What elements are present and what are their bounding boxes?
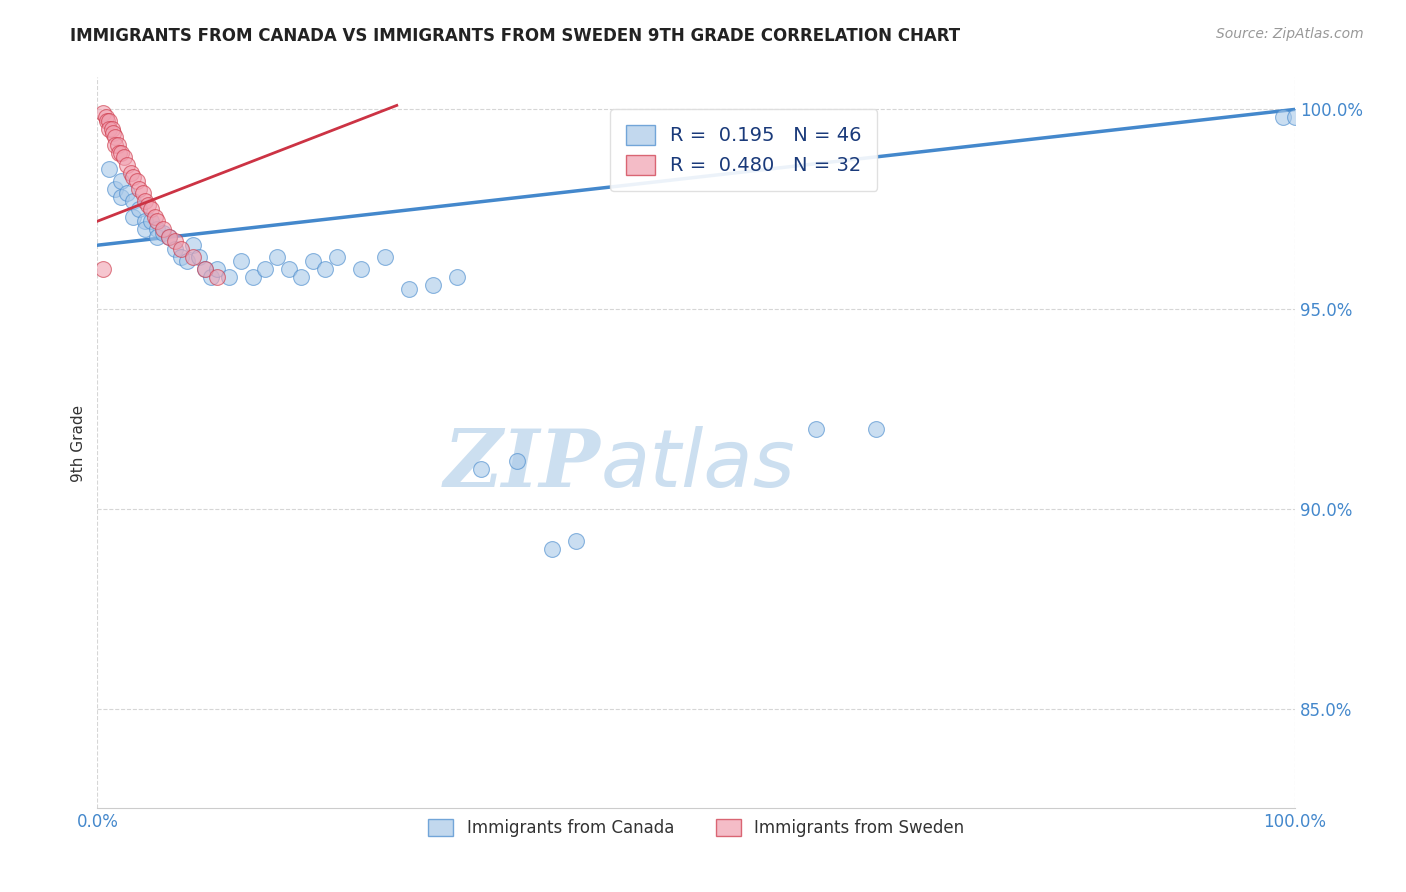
Point: [470, 462, 492, 476]
Point: [181, 238, 204, 252]
Point: [218, 270, 240, 285]
Point: [122, 194, 145, 209]
Point: [100, 122, 122, 136]
Point: [146, 214, 169, 228]
Text: IMMIGRANTS FROM CANADA VS IMMIGRANTS FROM SWEDEN 9TH GRADE CORRELATION CHART: IMMIGRANTS FROM CANADA VS IMMIGRANTS FRO…: [70, 27, 960, 45]
Point: [104, 182, 127, 196]
Point: [101, 127, 124, 141]
Point: [314, 262, 336, 277]
Point: [505, 454, 527, 468]
Point: [141, 202, 163, 217]
Point: [132, 186, 155, 201]
Text: ZIP: ZIP: [443, 426, 600, 504]
Point: [134, 214, 156, 228]
Point: [170, 250, 193, 264]
Point: [302, 254, 325, 268]
Point: [128, 182, 150, 196]
Point: [94, 111, 117, 125]
Point: [125, 174, 148, 188]
Point: [146, 222, 169, 236]
Point: [350, 262, 373, 277]
Point: [120, 166, 142, 180]
Point: [446, 270, 468, 285]
Point: [91, 106, 114, 120]
Point: [141, 214, 163, 228]
Point: [194, 262, 217, 277]
Point: [157, 230, 180, 244]
Point: [98, 114, 121, 128]
Point: [181, 250, 204, 264]
Point: [541, 541, 564, 556]
Point: [278, 262, 301, 277]
Point: [290, 270, 312, 285]
Point: [112, 150, 135, 164]
Point: [326, 250, 349, 264]
Point: [253, 262, 276, 277]
Point: [804, 422, 827, 436]
Point: [200, 270, 222, 285]
Point: [122, 211, 145, 225]
Point: [194, 262, 217, 277]
Point: [229, 254, 252, 268]
Point: [107, 138, 129, 153]
Point: [122, 170, 145, 185]
Point: [110, 190, 132, 204]
Point: [242, 270, 264, 285]
Point: [374, 250, 396, 264]
Point: [98, 122, 121, 136]
Point: [398, 282, 420, 296]
Point: [422, 278, 444, 293]
Text: atlas: atlas: [600, 425, 796, 504]
Point: [117, 158, 139, 172]
Point: [165, 234, 187, 248]
Y-axis label: 9th Grade: 9th Grade: [72, 404, 86, 482]
Point: [134, 194, 156, 209]
Point: [143, 211, 166, 225]
Point: [176, 254, 198, 268]
Point: [128, 202, 150, 217]
Point: [134, 222, 156, 236]
Point: [1272, 111, 1295, 125]
Point: [104, 138, 127, 153]
Point: [91, 262, 114, 277]
Legend: Immigrants from Canada, Immigrants from Sweden: Immigrants from Canada, Immigrants from …: [422, 813, 970, 844]
Point: [152, 222, 174, 236]
Point: [104, 130, 127, 145]
Point: [165, 242, 187, 256]
Point: [108, 146, 131, 161]
Point: [205, 270, 228, 285]
Point: [188, 250, 211, 264]
Point: [205, 262, 228, 277]
Point: [1284, 111, 1306, 125]
Point: [98, 162, 121, 177]
Point: [865, 422, 887, 436]
Point: [266, 250, 288, 264]
Point: [170, 242, 193, 256]
Text: Source: ZipAtlas.com: Source: ZipAtlas.com: [1216, 27, 1364, 41]
Point: [136, 198, 159, 212]
Point: [157, 230, 180, 244]
Point: [146, 230, 169, 244]
Point: [117, 186, 139, 201]
Point: [110, 146, 132, 161]
Point: [96, 114, 118, 128]
Point: [565, 533, 588, 548]
Point: [152, 226, 174, 240]
Point: [110, 174, 132, 188]
